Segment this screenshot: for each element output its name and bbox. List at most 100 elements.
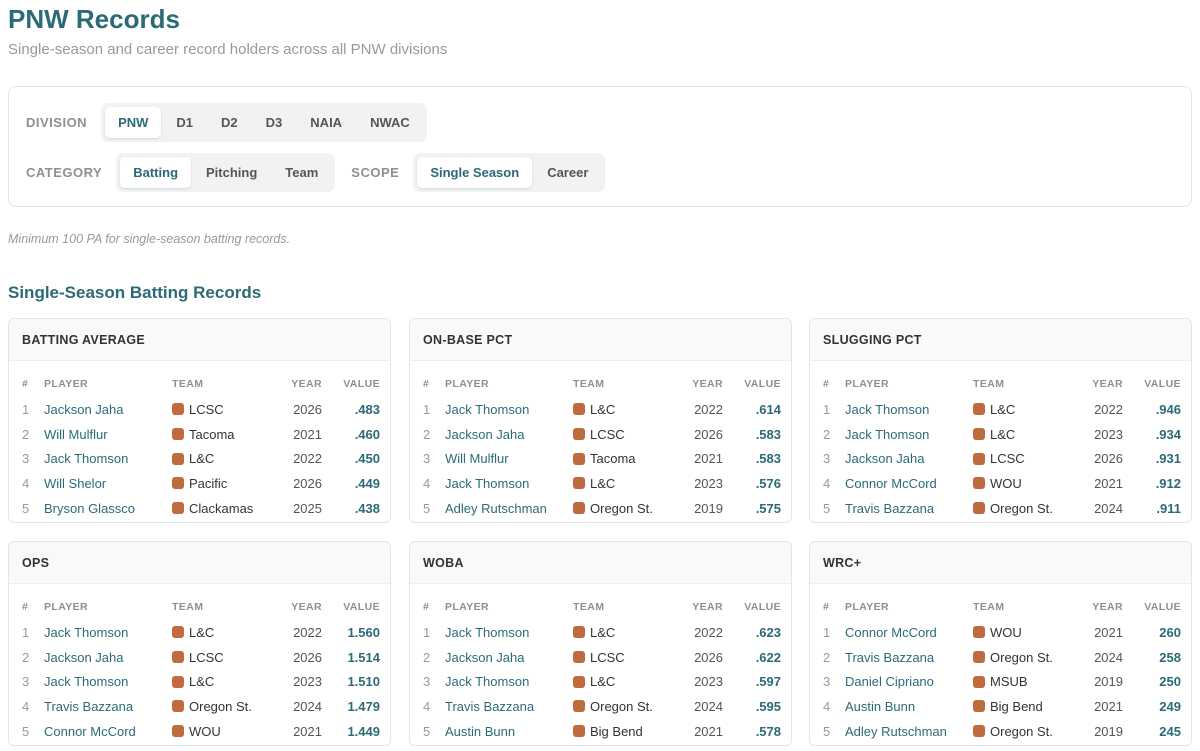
team-logo: [573, 477, 585, 490]
team-cell: LCSC: [573, 650, 689, 665]
player-link[interactable]: Will Shelor: [44, 475, 107, 491]
column-header: TEAM: [172, 378, 204, 390]
team-cell: Big Bend: [973, 699, 1089, 714]
player-link[interactable]: Connor McCord: [845, 624, 937, 640]
player-link[interactable]: Jack Thomson: [44, 451, 129, 467]
filter-option[interactable]: NAIA: [310, 115, 343, 130]
player-link[interactable]: Bryson Glassco: [44, 500, 136, 516]
player-link[interactable]: Jackson Jaha: [845, 451, 925, 467]
player-link[interactable]: Jack Thomson: [44, 674, 129, 690]
player-link[interactable]: Jack Thomson: [845, 426, 930, 442]
player-link[interactable]: Connor McCord: [845, 475, 937, 491]
year: 2021: [1094, 475, 1123, 491]
table-row: 5 Connor McCord WOU 2021 1.449: [9, 719, 390, 744]
card-title: SLUGGING PCT: [810, 319, 1191, 361]
player-link[interactable]: Austin Bunn: [845, 698, 916, 714]
player-link[interactable]: Jack Thomson: [445, 624, 530, 640]
filter-option[interactable]: Team: [285, 165, 319, 180]
column-header: TEAM: [973, 601, 1005, 613]
player-link[interactable]: Jack Thomson: [445, 401, 530, 417]
team-name: LCSC: [990, 451, 1025, 467]
rank: 5: [22, 500, 30, 516]
player-link[interactable]: Daniel Cipriano: [845, 674, 934, 690]
rank: 5: [823, 723, 831, 739]
team-name: MSUB: [990, 674, 1028, 690]
team-cell: Oregon St.: [573, 699, 689, 714]
year: 2024: [293, 698, 322, 714]
team-cell: WOU: [973, 476, 1089, 491]
team-cell: L&C: [573, 625, 689, 640]
filter-option[interactable]: PNW: [105, 107, 162, 138]
team-logo: [973, 403, 985, 416]
team-logo: [973, 428, 985, 441]
player-link[interactable]: Travis Bazzana: [845, 500, 935, 516]
column-header: YEAR: [692, 378, 723, 390]
filter-option[interactable]: D1: [176, 115, 194, 130]
table-row: 2 Jackson Jaha LCSC 2026 .622: [410, 645, 791, 670]
player-link[interactable]: Jack Thomson: [445, 674, 530, 690]
filter-option[interactable]: Career: [547, 165, 589, 180]
team-cell: L&C: [973, 402, 1089, 417]
rank: 3: [423, 451, 431, 467]
team-name: Oregon St.: [990, 500, 1053, 516]
player-link[interactable]: Travis Bazzana: [44, 698, 134, 714]
team-logo: [172, 626, 184, 639]
year: 2021: [694, 451, 723, 467]
rank: 4: [22, 698, 30, 714]
column-header: TEAM: [573, 601, 605, 613]
team-name: Tacoma: [189, 426, 235, 442]
column-header: VALUE: [744, 378, 781, 390]
year: 2023: [694, 674, 723, 690]
rank: 4: [423, 475, 431, 491]
player-link[interactable]: Adley Rutschman: [845, 723, 947, 739]
table-row: 4 Travis Bazzana Oregon St. 2024 .595: [410, 694, 791, 719]
filter-option[interactable]: NWAC: [370, 115, 410, 130]
record-value: 1.449: [347, 723, 380, 739]
rank: 3: [823, 674, 831, 690]
player-link[interactable]: Jackson Jaha: [445, 426, 525, 442]
filter-panel: DIVISION PNW D1 D2 D3 NAIA NWAC CATEGORY Battin…: [8, 86, 1192, 207]
table-row: 1 Connor McCord WOU 2021 260: [810, 620, 1191, 645]
team-cell: Tacoma: [573, 451, 689, 466]
player-link[interactable]: Jackson Jaha: [44, 401, 124, 417]
rank: 5: [823, 500, 831, 516]
year: 2023: [1094, 426, 1123, 442]
player-link[interactable]: Jackson Jaha: [44, 649, 124, 665]
page-title: PNW Records: [8, 4, 180, 34]
player-link[interactable]: Will Mulflur: [44, 426, 108, 442]
team-name: Big Bend: [590, 723, 643, 739]
player-link[interactable]: Adley Rutschman: [445, 500, 547, 516]
team-logo: [573, 725, 585, 738]
player-link[interactable]: Travis Bazzana: [845, 649, 935, 665]
player-link[interactable]: Austin Bunn: [445, 723, 516, 739]
year: 2021: [293, 723, 322, 739]
table-row: 2 Jack Thomson L&C 2023 .934: [810, 422, 1191, 447]
rank: 3: [823, 451, 831, 467]
team-name: Oregon St.: [189, 698, 252, 714]
team-logo: [573, 452, 585, 465]
filter-option[interactable]: D2: [221, 115, 238, 130]
player-link[interactable]: Jack Thomson: [845, 401, 930, 417]
filter-option[interactable]: Pitching: [206, 165, 258, 180]
team-cell: Tacoma: [172, 427, 288, 442]
column-header: TEAM: [973, 378, 1005, 390]
player-link[interactable]: Jack Thomson: [44, 624, 129, 640]
player-link[interactable]: Connor McCord: [44, 723, 136, 739]
filter-option[interactable]: D3: [265, 115, 283, 130]
record-value: 258: [1159, 649, 1181, 665]
rank: 3: [22, 674, 30, 690]
player-link[interactable]: Jack Thomson: [445, 475, 530, 491]
table-header: # PLAYER TEAM YEAR VALUE: [410, 594, 791, 620]
player-link[interactable]: Jackson Jaha: [445, 649, 525, 665]
player-link[interactable]: Will Mulflur: [445, 451, 509, 467]
table-row: 3 Will Mulflur Tacoma 2021 .583: [410, 446, 791, 471]
column-header: #: [22, 601, 29, 613]
column-header: PLAYER: [44, 601, 89, 613]
record-value: .614: [755, 401, 781, 417]
team-logo: [973, 700, 985, 713]
player-link[interactable]: Travis Bazzana: [445, 698, 535, 714]
column-header: #: [423, 378, 430, 390]
filter-option[interactable]: Single Season: [417, 157, 533, 188]
team-cell: L&C: [573, 402, 689, 417]
filter-option[interactable]: Batting: [120, 157, 192, 188]
